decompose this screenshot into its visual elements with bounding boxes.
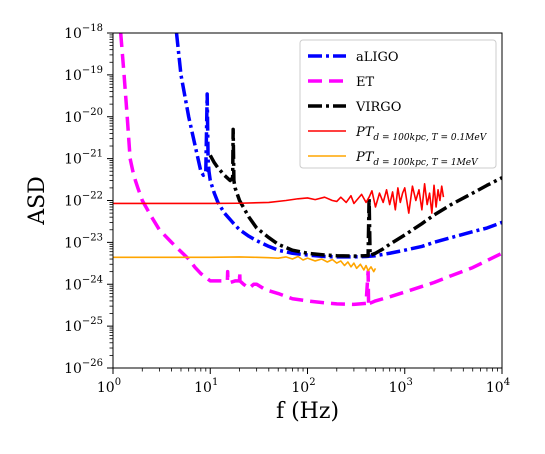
y-tick-label: 10−18: [64, 23, 103, 42]
y-tick-label: 10−22: [64, 191, 103, 210]
x-axis-label: f (Hz): [276, 399, 339, 424]
legend-entry: PTd = 100kpc, T = 0.1MeV: [355, 125, 488, 143]
series-line-1: [118, 33, 502, 308]
series-line-2: [208, 127, 502, 258]
y-tick-label: 10−19: [64, 65, 103, 84]
series-line-3: [113, 183, 445, 214]
x-tick-label: 104: [486, 377, 510, 396]
y-tick-label: 10−23: [64, 232, 103, 251]
series-line-4: [113, 255, 377, 273]
x-tick-label: 102: [291, 377, 315, 396]
legend-entry: VIRGO: [355, 100, 401, 115]
x-tick-label: 103: [389, 377, 413, 396]
x-tick-label: 101: [194, 377, 218, 396]
y-tick-label: 10−20: [64, 107, 103, 126]
y-tick-label: 10−26: [64, 358, 103, 377]
legend-entry: ET: [356, 75, 374, 90]
y-axis-label: ASD: [25, 176, 50, 226]
legend-entry: PTd = 100kpc, T = 1MeV: [355, 150, 479, 168]
legend-entry: aLIGO: [356, 50, 399, 65]
series-layer: [113, 33, 502, 308]
y-tick-label: 10−21: [64, 149, 103, 168]
legend: aLIGO ET VIRGO PTd = 100kpc, T = 0.1MeV PTd …: [299, 39, 497, 169]
y-tick-label: 10−24: [64, 274, 103, 293]
y-tick-label: 10−25: [64, 316, 103, 335]
x-tick-label: 100: [97, 377, 121, 396]
legend-box: [299, 39, 497, 169]
ticks-layer: 100 101 102 103 104 10−26 10−25 10−24 10−23 10−22…: [64, 23, 510, 396]
